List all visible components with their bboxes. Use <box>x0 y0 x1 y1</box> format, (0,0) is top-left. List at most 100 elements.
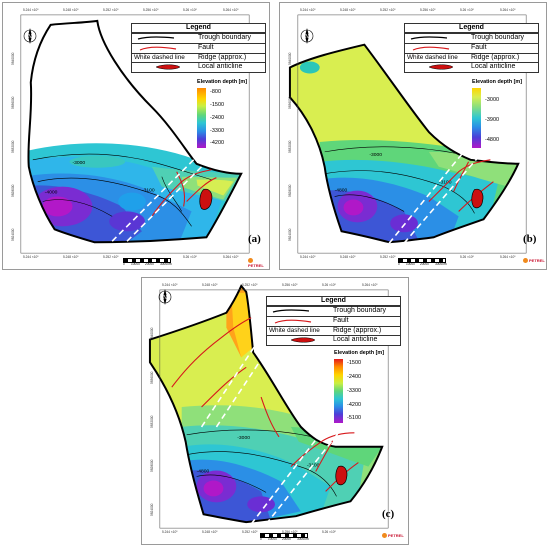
legend-row: Trough boundary <box>132 33 265 43</box>
ridge-lines <box>388 151 480 244</box>
contour-label: -3100 <box>439 180 452 186</box>
x-tick: 5.252 ×10⁵ <box>242 283 258 287</box>
svg-text:N: N <box>305 34 309 40</box>
elevation-colorbar <box>472 88 481 148</box>
x-tick: 5.252 ×10⁵ <box>103 8 119 12</box>
legend-label: Trough boundary <box>198 34 252 42</box>
legend-label: Trough boundary <box>471 34 525 42</box>
fault-symbol <box>139 46 177 51</box>
contour-label: -3000 <box>237 435 250 441</box>
x-tick: 5.248 ×10⁵ <box>63 8 79 12</box>
y-tick: 5824000 <box>288 228 292 241</box>
colorbar-tick: -1500 <box>347 360 362 366</box>
legend-label: Trough boundary <box>333 307 387 315</box>
map-panel-a: -3000 -3100 -4000 N Legend Trough bounda… <box>2 2 270 270</box>
colorbar-tick: -2400 <box>210 115 225 121</box>
colorbar-tick: -3000 <box>485 97 500 103</box>
legend: Legend Trough boundary Fault White dashe… <box>266 296 401 346</box>
trough-boundary <box>288 43 520 244</box>
y-tick: 5840000 <box>150 327 154 340</box>
y-tick: 5828000 <box>11 184 15 197</box>
petrel-logo-icon <box>382 533 387 539</box>
x-tick: 5.26 ×10⁵ <box>183 8 197 12</box>
legend-row: White dashed line Ridge (approx.) <box>132 52 265 63</box>
x-tick: 5.244 ×10⁵ <box>162 283 178 287</box>
x-tick: 5.256 ×10⁵ <box>143 8 159 12</box>
legend-label: Fault <box>471 44 487 51</box>
x-tick: 5.26 ×10⁵ <box>460 8 474 12</box>
y-tick: 5832000 <box>150 415 154 428</box>
legend-label: Local anticline <box>198 63 243 71</box>
scale-label: 30000m <box>297 537 309 541</box>
colorbar-tick: -3900 <box>485 117 500 123</box>
elevation-colorbar <box>334 359 343 423</box>
x-tick: 5.256 ×10⁵ <box>282 283 298 287</box>
petrel-logo: PETREL <box>382 533 404 539</box>
x-tick: 5.264 ×10⁵ <box>362 283 378 287</box>
colorbar-tick: -800 <box>210 89 222 95</box>
local-anticline <box>471 188 484 209</box>
fault-symbol <box>274 319 312 324</box>
trough-boundary-symbol <box>272 309 310 313</box>
elevation-scale-a: Elevation depth [m] -800 -1500 -2400 -33… <box>197 79 247 148</box>
trough-boundary <box>27 19 243 244</box>
legend-row: Trough boundary <box>267 306 400 316</box>
colorbar-tick: -3300 <box>210 128 225 134</box>
scale-label: 30000m <box>160 262 172 266</box>
elevation-title: Elevation depth [m] <box>472 79 523 85</box>
x-tick: 5.244 ×10⁵ <box>300 8 316 12</box>
legend-label: Local anticline <box>333 336 378 344</box>
elevation-colorbar <box>197 88 206 148</box>
panel-label: (b) <box>523 233 537 245</box>
x-tick: 5.244 ×10⁵ <box>23 255 39 259</box>
legend-row: Trough boundary <box>405 33 538 43</box>
anticline-symbol <box>428 64 454 70</box>
legend-label: Local anticline <box>471 63 516 71</box>
petrel-logo: PETREL <box>248 258 269 268</box>
scale-label: 0 <box>260 537 262 541</box>
x-tick: 5.26 ×10⁵ <box>183 255 197 259</box>
y-tick: 5832000 <box>11 140 15 153</box>
trough-boundary-symbol <box>137 36 175 40</box>
x-tick: 5.264 ×10⁵ <box>223 255 239 259</box>
x-tick: 5.264 ×10⁵ <box>223 8 239 12</box>
x-tick: 5.244 ×10⁵ <box>300 255 316 259</box>
elevation-scale-c: Elevation depth [m] -1500 -2400 -3300 -4… <box>334 350 384 423</box>
fault-lines <box>151 169 217 217</box>
scale-bar: 0 10000 20000 30000m <box>123 258 172 266</box>
legend-label: Fault <box>198 44 214 51</box>
contour-label: -3000 <box>369 152 382 158</box>
legend-row: Local anticline <box>405 62 538 72</box>
contour-label: -3000 <box>72 160 85 166</box>
petrel-logo-icon <box>523 258 528 264</box>
svg-text:N: N <box>28 34 32 40</box>
contour-label: -3100 <box>142 188 155 194</box>
y-tick: 5828000 <box>150 459 154 472</box>
elevation-map-b: -3000 -3100 -4800 <box>280 3 546 269</box>
x-tick: 5.252 ×10⁵ <box>380 8 396 12</box>
colorbar-tick: -4200 <box>210 140 225 146</box>
x-tick: 5.26 ×10⁵ <box>322 530 336 534</box>
legend-symbol-text: White dashed line <box>407 53 458 61</box>
scale-label: 10000 <box>268 537 277 541</box>
x-tick: 5.248 ×10⁵ <box>202 283 218 287</box>
panel-label: (c) <box>382 508 395 520</box>
svg-text:N: N <box>163 295 167 301</box>
north-arrow-icon: N <box>298 27 316 45</box>
local-anticline <box>199 188 213 210</box>
contour-label: -4800 <box>197 469 210 475</box>
legend-row: White dashed line Ridge (approx.) <box>267 325 400 336</box>
y-tick: 5836000 <box>11 96 15 109</box>
y-tick: 5840000 <box>11 52 15 65</box>
scale-label: 20000 <box>420 262 429 266</box>
legend-symbol-text: White dashed line <box>269 326 320 334</box>
north-arrow-icon: N <box>21 27 39 45</box>
scale-label: 0 <box>398 262 400 266</box>
legend-label: Fault <box>333 317 349 324</box>
legend-symbol-text: White dashed line <box>134 53 185 61</box>
scale-bar: 0 10000 20000 30000m <box>260 533 309 541</box>
x-tick: 5.248 ×10⁵ <box>340 8 356 12</box>
legend-title: Legend <box>405 24 538 34</box>
legend: Legend Trough boundary Fault White dashe… <box>404 23 539 73</box>
colorbar-tick: -5100 <box>347 415 362 421</box>
